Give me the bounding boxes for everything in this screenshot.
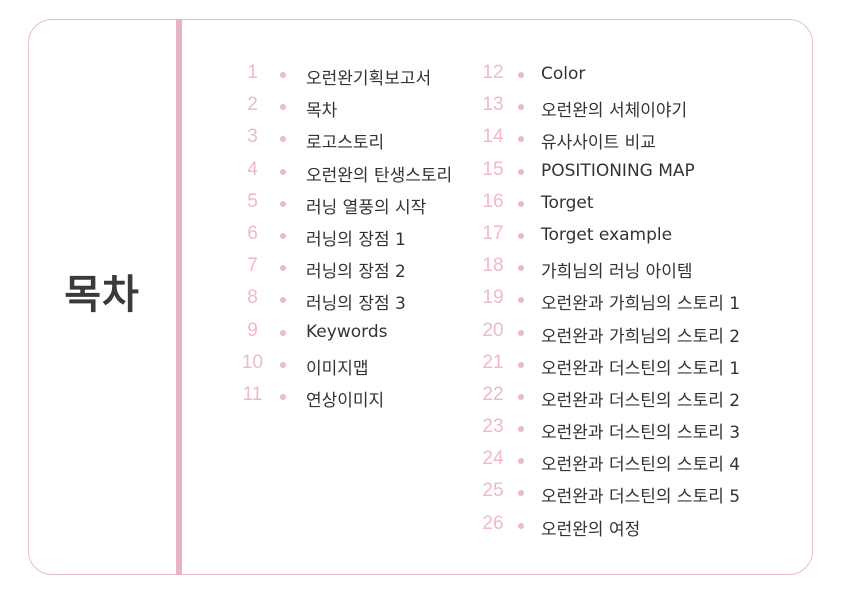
bullet-icon [518,265,524,272]
item-label: Torget [541,192,594,213]
bullet-icon [280,104,286,111]
item-number: 19 [482,287,504,309]
bullet-icon [518,490,524,497]
item-number: 20 [482,319,504,341]
bullet-icon [518,393,524,400]
bullet-icon [518,168,524,175]
bullet-icon [280,361,286,368]
item-label: 오런완과 더스틴의 스토리 3 [541,423,741,444]
item-number: 23 [482,416,504,438]
bullet-icon [280,393,286,400]
item-label: 로고스토리 [306,133,385,154]
bullet-icon [518,104,524,111]
bullet-icon [518,458,524,465]
vertical-divider [176,19,182,575]
item-number: 25 [482,480,504,502]
page-title: 목차 [64,272,140,318]
item-label: 오런완의 여정 [541,519,641,540]
bullet-icon [518,72,524,78]
item-number: 7 [247,255,258,277]
bullet-icon [280,200,286,207]
item-label: 오런완과 더스틴의 스토리 1 [541,358,741,379]
item-label: 러닝의 장점 2 [306,262,406,283]
toc-card [28,19,813,575]
item-label: Color [541,64,586,84]
item-label: 러닝의 장점 3 [306,294,406,315]
item-number: 16 [482,190,504,212]
item-number: 10 [241,351,264,373]
item-label: POSITIONING MAP [541,160,695,181]
item-label: 유사사이트 비교 [541,133,656,154]
item-number: 6 [247,222,258,244]
bullet-icon [518,200,524,207]
item-label: 목차 [306,101,338,122]
item-number: 21 [482,351,504,373]
item-label: 러닝의 장점 1 [306,229,406,250]
bullet-icon [518,426,524,433]
bullet-icon [518,329,524,336]
item-label: 이미지맵 [306,358,369,379]
item-number: 3 [247,126,258,148]
item-label: 연상이미지 [306,390,385,411]
item-label: 오런완과 더스틴의 스토리 5 [541,487,741,508]
bullet-icon [518,361,524,368]
item-number: 22 [482,383,504,405]
item-label: 오런완과 가희님의 스토리 2 [541,326,741,347]
bullet-icon [280,168,286,175]
item-number: 26 [482,512,504,534]
item-label: 러닝 열풍의 시작 [306,197,427,218]
bullet-icon [518,136,524,143]
item-label: Keywords [306,321,388,342]
bullet-icon [280,136,286,143]
item-number: 18 [482,255,504,277]
item-label: 가희님의 러닝 아이템 [541,262,693,283]
item-number: 4 [247,158,258,180]
item-number: 13 [482,94,504,116]
item-number: 12 [482,62,504,83]
bullet-icon [280,329,286,336]
bullet-icon [518,297,524,304]
item-number: 9 [247,319,258,341]
bullet-icon [280,232,286,239]
item-label: 오런완과 더스틴의 스토리 2 [541,390,741,411]
item-label: 오런완의 서체이야기 [541,101,688,122]
bullet-icon [518,522,524,529]
item-number: 14 [482,126,504,148]
item-label: Torget example [541,224,673,245]
item-number: 15 [482,158,504,180]
item-label: 오런완과 더스틴의 스토리 4 [541,455,741,476]
item-label: 오런완과 가희님의 스토리 1 [541,294,741,315]
item-number: 2 [247,94,258,116]
item-label: 오런완의 탄생스토리 [306,165,453,186]
item-number: 1 [247,62,258,83]
item-number: 5 [247,190,258,212]
bullet-icon [280,72,286,78]
item-number: 8 [247,287,258,309]
item-number: 24 [482,448,504,470]
item-number: 11 [242,383,263,405]
bullet-icon [280,265,286,272]
bullet-icon [280,297,286,304]
bullet-icon [518,232,524,239]
item-number: 17 [482,222,504,244]
item-label: 오런완기획보고서 [306,69,432,89]
